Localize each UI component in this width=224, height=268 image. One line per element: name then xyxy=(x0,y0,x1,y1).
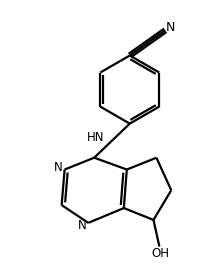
Text: OH: OH xyxy=(151,247,169,260)
Text: N: N xyxy=(54,161,62,174)
Text: N: N xyxy=(78,219,86,232)
Text: HN: HN xyxy=(87,131,104,144)
Text: N: N xyxy=(166,21,175,34)
